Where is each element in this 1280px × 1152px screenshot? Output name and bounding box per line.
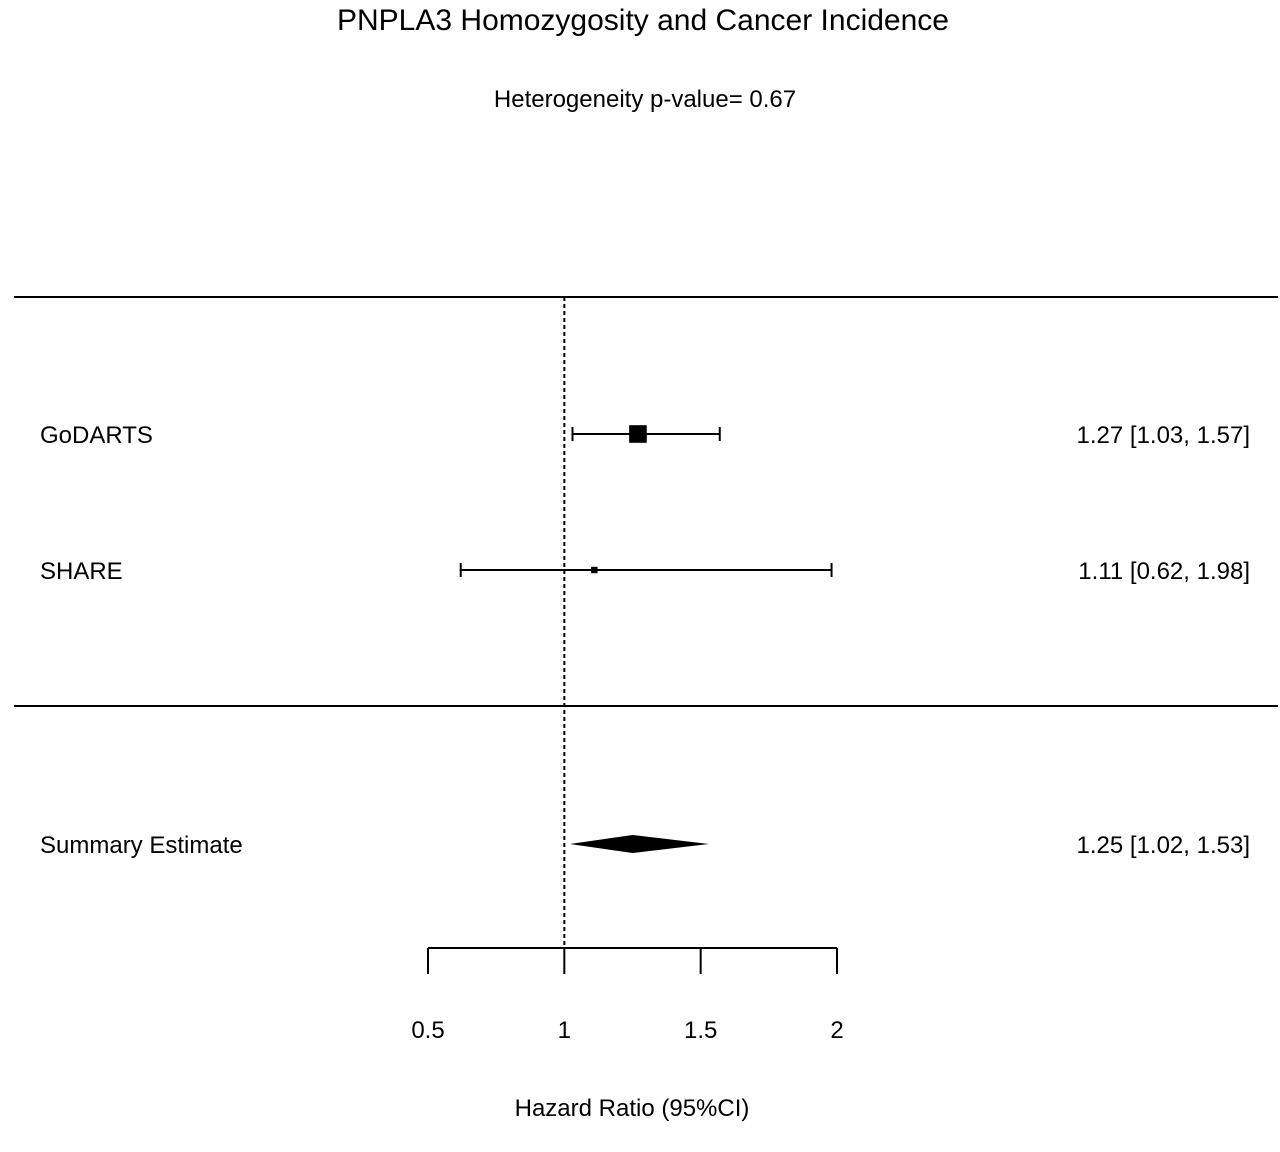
x-tick-label-2: 1.5 (684, 1017, 717, 1044)
study-estimate-label-0: 1.27 [1.03, 1.57] (1077, 422, 1250, 449)
summary-estimate-label: 1.25 [1.02, 1.53] (1077, 832, 1250, 859)
study-estimate-label-1: 1.11 [0.62, 1.98] (1078, 558, 1250, 585)
x-tick-label-3: 2 (830, 1017, 843, 1044)
x-axis-label: Hazard Ratio (95%CI) (515, 1095, 750, 1122)
summary-diamond (569, 835, 709, 853)
summary-name: Summary Estimate (40, 832, 243, 859)
plot-area: GoDARTS 1.27 [1.03, 1.57] SHARE 1.11 [0.62,… (40, 297, 1250, 1044)
chart-title: PNPLA3 Homozygosity and Cancer Incidence (337, 4, 949, 37)
point-estimate-0 (629, 425, 647, 443)
study-name-0: GoDARTS (40, 422, 153, 449)
study-name-1: SHARE (40, 558, 123, 585)
x-tick-label-1: 1 (558, 1017, 571, 1044)
point-estimate-1 (591, 566, 598, 574)
x-tick-label-0: 0.5 (411, 1017, 444, 1044)
chart-subtitle: Heterogeneity p-value= 0.67 (494, 86, 796, 113)
